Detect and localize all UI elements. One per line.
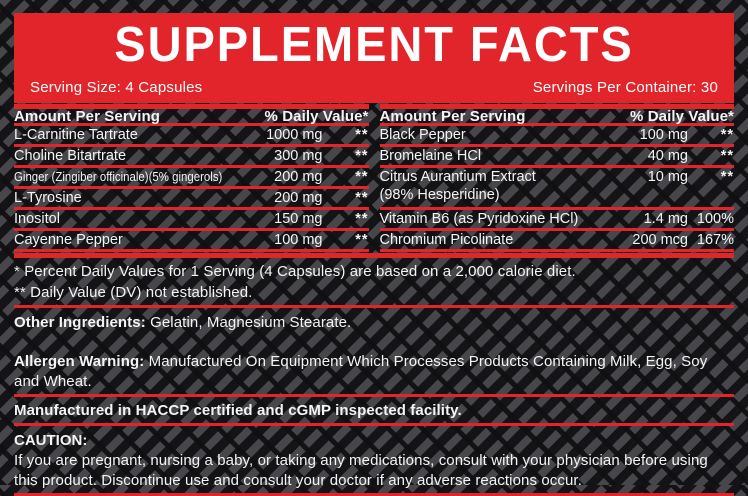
- facts-tables: Amount Per Serving % Daily Value* L-Carn…: [14, 104, 734, 252]
- serving-size: Serving Size: 4 Capsules: [30, 79, 202, 96]
- nutrient-amount: 1000 mg: [249, 126, 323, 144]
- nutrient-subname: (98% Hesperidine): [380, 186, 615, 204]
- footnotes: * Percent Daily Values for 1 Serving (4 …: [14, 261, 734, 303]
- nutrient-name: Cayenne Pepper: [14, 231, 123, 249]
- nutrient-row: Citrus Aurantium Extract(98% Hesperidine…: [380, 168, 735, 210]
- table-header-right: Amount Per Serving % Daily Value*: [380, 109, 735, 126]
- facts-table-left: Amount Per Serving % Daily Value* L-Carn…: [14, 104, 369, 252]
- nutrient-daily-value: 167%: [688, 231, 734, 249]
- nutrient-amount: 40 mg: [614, 147, 688, 165]
- nutrient-name: L-Tyrosine: [14, 189, 82, 207]
- nutrient-amount: 100 mg: [249, 231, 323, 249]
- nutrient-daily-value: **: [688, 147, 734, 165]
- nutrient-name: Bromelaine HCl: [380, 147, 482, 165]
- facts-table-right: Amount Per Serving % Daily Value* Black …: [380, 104, 735, 252]
- daily-value-footnote: * Percent Daily Values for 1 Serving (4 …: [14, 261, 734, 282]
- nutrient-name: L-Carnitine Tartrate: [14, 126, 138, 144]
- manufacturing-statement: Manufactured in HACCP certified and cGMP…: [14, 401, 734, 421]
- nutrient-amount: 300 mg: [249, 147, 323, 165]
- header-banner: SUPPLEMENT FACTS Serving Size: 4 Capsule…: [14, 13, 734, 103]
- daily-value-header: % Daily Value*: [630, 108, 734, 125]
- other-ingredients-text: Gelatin, Magnesium Stearate.: [150, 314, 351, 331]
- nutrient-name: Chromium Picolinate: [380, 231, 514, 249]
- divider-rule: [14, 305, 734, 308]
- nutrient-amount: 150 mg: [249, 210, 323, 228]
- nutrient-row: Cayenne Pepper 100 mg **: [14, 231, 369, 252]
- nutrient-name-cell: Chromium Picolinate: [380, 231, 615, 249]
- nutrient-name-cell: Bromelaine HCl: [380, 147, 615, 165]
- nutrient-row: Bromelaine HCl 40 mg **: [380, 147, 735, 168]
- nutrient-name: Vitamin B6 (as Pyridoxine HCl): [380, 210, 579, 228]
- nutrient-amount: 200 mg: [249, 189, 323, 207]
- nutrient-amount: 10 mg: [614, 168, 688, 186]
- nutrient-daily-value: **: [688, 126, 734, 144]
- table-header-left: Amount Per Serving % Daily Value*: [14, 109, 369, 126]
- nutrient-name: Ginger (Zingiber officinale)(5% gingerol…: [14, 168, 222, 186]
- nutrient-daily-value: 100%: [688, 210, 734, 228]
- serving-info-row: Serving Size: 4 Capsules Servings Per Co…: [30, 79, 718, 96]
- supplement-facts-label: SUPPLEMENT FACTS Serving Size: 4 Capsule…: [0, 0, 748, 485]
- nutrient-daily-value: **: [323, 231, 369, 249]
- other-ingredients: Other Ingredients: Gelatin, Magnesium St…: [14, 313, 734, 333]
- nutrient-name-cell: Citrus Aurantium Extract(98% Hesperidine…: [380, 168, 615, 204]
- nutrient-name: Citrus Aurantium Extract: [380, 168, 536, 186]
- divider-rule: [14, 394, 734, 397]
- allergen-warning: Allergen Warning: Manufactured On Equipm…: [14, 352, 734, 392]
- amount-per-serving-header: Amount Per Serving: [14, 108, 160, 125]
- nutrient-row: Ginger (Zingiber officinale)(5% gingerol…: [14, 168, 369, 189]
- nutrient-row: Inositol 150 mg **: [14, 210, 369, 231]
- nutrient-daily-value: **: [323, 126, 369, 144]
- nutrient-name: Choline Bitartrate: [14, 147, 126, 165]
- nutrient-row: Vitamin B6 (as Pyridoxine HCl) 1.4 mg 10…: [380, 210, 735, 231]
- nutrient-amount: 100 mg: [614, 126, 688, 144]
- nutrient-daily-value: **: [323, 210, 369, 228]
- nutrient-amount: 1.4 mg: [614, 210, 688, 228]
- nutrient-row: L-Tyrosine 200 mg **: [14, 189, 369, 210]
- nutrient-daily-value: **: [688, 168, 734, 186]
- nutrient-row: Choline Bitartrate 300 mg **: [14, 147, 369, 168]
- table-rows-left: L-Carnitine Tartrate 1000 mg ** Choline …: [14, 126, 369, 252]
- daily-value-header: % Daily Value*: [265, 108, 369, 125]
- caution-label: CAUTION:: [14, 431, 734, 450]
- nutrient-amount: 200 mg: [249, 168, 323, 186]
- table-bottom-bar: [14, 253, 734, 258]
- nutrient-amount: 200 mcg: [614, 231, 688, 249]
- amount-per-serving-header: Amount Per Serving: [380, 108, 526, 125]
- not-established-footnote: ** Daily Value (DV) not established.: [14, 282, 734, 303]
- nutrient-name-cell: L-Tyrosine: [14, 189, 249, 207]
- nutrient-name-cell: Vitamin B6 (as Pyridoxine HCl): [380, 210, 615, 228]
- nutrient-name-cell: Inositol: [14, 210, 249, 228]
- nutrient-name: Black Pepper: [380, 126, 466, 144]
- nutrient-row: Chromium Picolinate 200 mcg 167%: [380, 231, 735, 252]
- divider-rule: [14, 423, 734, 426]
- table-rows-right: Black Pepper 100 mg ** Bromelaine HCl 40…: [380, 126, 735, 252]
- nutrient-daily-value: **: [323, 189, 369, 207]
- nutrient-name-cell: Ginger (Zingiber officinale)(5% gingerol…: [14, 168, 249, 186]
- caution-text: If you are pregnant, nursing a baby, or …: [14, 451, 734, 491]
- nutrient-daily-value: **: [323, 147, 369, 165]
- nutrient-daily-value: **: [323, 168, 369, 186]
- nutrient-row: L-Carnitine Tartrate 1000 mg **: [14, 126, 369, 147]
- nutrient-name-cell: L-Carnitine Tartrate: [14, 126, 249, 144]
- nutrient-name-cell: Black Pepper: [380, 126, 615, 144]
- nutrient-name: Inositol: [14, 210, 60, 228]
- allergen-warning-label: Allergen Warning:: [14, 353, 144, 370]
- page-title: SUPPLEMENT FACTS: [44, 20, 704, 70]
- other-ingredients-label: Other Ingredients:: [14, 314, 146, 331]
- servings-per-container: Servings Per Container: 30: [533, 79, 718, 96]
- nutrient-row: Black Pepper 100 mg **: [380, 126, 735, 147]
- nutrient-name-cell: Cayenne Pepper: [14, 231, 249, 249]
- nutrient-name-cell: Choline Bitartrate: [14, 147, 249, 165]
